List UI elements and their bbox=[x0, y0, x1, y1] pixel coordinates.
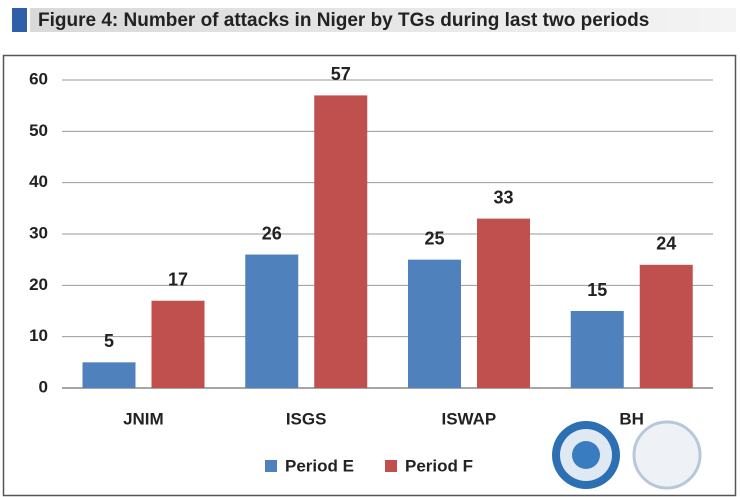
data-label: 5 bbox=[104, 331, 114, 351]
legend-label: Period F bbox=[405, 456, 473, 475]
y-tick-label: 0 bbox=[39, 377, 48, 396]
data-label: 25 bbox=[424, 228, 444, 248]
x-tick-label: JNIM bbox=[123, 409, 164, 428]
data-label: 33 bbox=[493, 187, 513, 207]
chart-title: Figure 4: Number of attacks in Niger by … bbox=[38, 10, 649, 31]
data-label: 26 bbox=[262, 223, 282, 243]
x-tick-label: ISWAP bbox=[441, 409, 496, 428]
y-tick-label: 10 bbox=[29, 326, 48, 345]
bar bbox=[82, 362, 136, 388]
legend-label: Period E bbox=[285, 456, 354, 475]
y-tick-label: 30 bbox=[29, 223, 48, 242]
x-tick-label: ISGS bbox=[286, 409, 327, 428]
bar bbox=[408, 259, 461, 388]
bar bbox=[245, 254, 299, 388]
title-marker bbox=[12, 8, 27, 32]
x-tick-label: BH bbox=[619, 409, 644, 428]
data-label: 24 bbox=[656, 234, 676, 254]
data-label: 17 bbox=[168, 269, 188, 289]
y-tick-label: 20 bbox=[29, 275, 48, 294]
data-label: 15 bbox=[587, 280, 607, 300]
bar bbox=[639, 264, 693, 388]
bar bbox=[314, 95, 368, 389]
logos bbox=[552, 420, 702, 490]
chart-frame bbox=[2, 54, 737, 497]
y-tick-label: 60 bbox=[29, 69, 48, 88]
title-band bbox=[30, 8, 736, 32]
legend-swatch bbox=[265, 460, 277, 472]
legend-swatch bbox=[385, 460, 397, 472]
bar bbox=[477, 218, 530, 388]
y-tick-label: 50 bbox=[29, 121, 48, 140]
data-label: 57 bbox=[331, 64, 351, 84]
bar bbox=[151, 300, 205, 388]
bar bbox=[570, 311, 624, 388]
y-tick-label: 40 bbox=[29, 172, 48, 191]
